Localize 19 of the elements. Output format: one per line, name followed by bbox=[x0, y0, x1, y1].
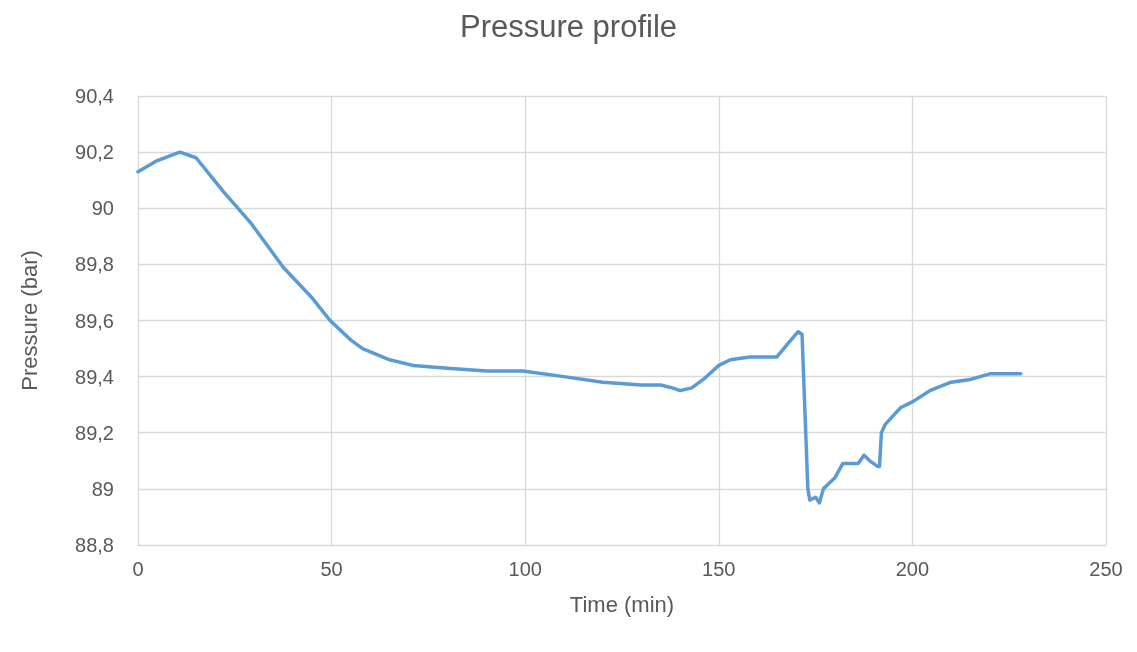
line-series bbox=[136, 150, 1023, 505]
x-tick-label: 50 bbox=[320, 558, 343, 580]
y-tick-label: 89,2 bbox=[75, 421, 114, 444]
x-tick-label: 200 bbox=[895, 558, 930, 580]
y-tick-label: 89,4 bbox=[75, 365, 114, 388]
chart-title: Pressure profile bbox=[459, 9, 678, 44]
y-tick-label: 88,8 bbox=[75, 534, 114, 556]
x-tick-label: 100 bbox=[508, 558, 542, 580]
y-axis-title: Pressure (bar) bbox=[16, 250, 42, 391]
x-tick-label: 250 bbox=[1089, 558, 1123, 580]
y-tick-label: 90,4 bbox=[75, 85, 114, 107]
y-tick-label: 89,6 bbox=[75, 309, 114, 332]
x-axis-title: Time (min) bbox=[569, 591, 675, 617]
y-tick-label: 90,2 bbox=[75, 141, 114, 164]
y-tick-label: 90 bbox=[91, 197, 114, 220]
y-tick-label: 89 bbox=[91, 477, 114, 500]
x-tick-label: 0 bbox=[132, 558, 144, 580]
x-tick-label: 150 bbox=[702, 558, 736, 580]
y-tick-label: 89,8 bbox=[75, 253, 114, 276]
